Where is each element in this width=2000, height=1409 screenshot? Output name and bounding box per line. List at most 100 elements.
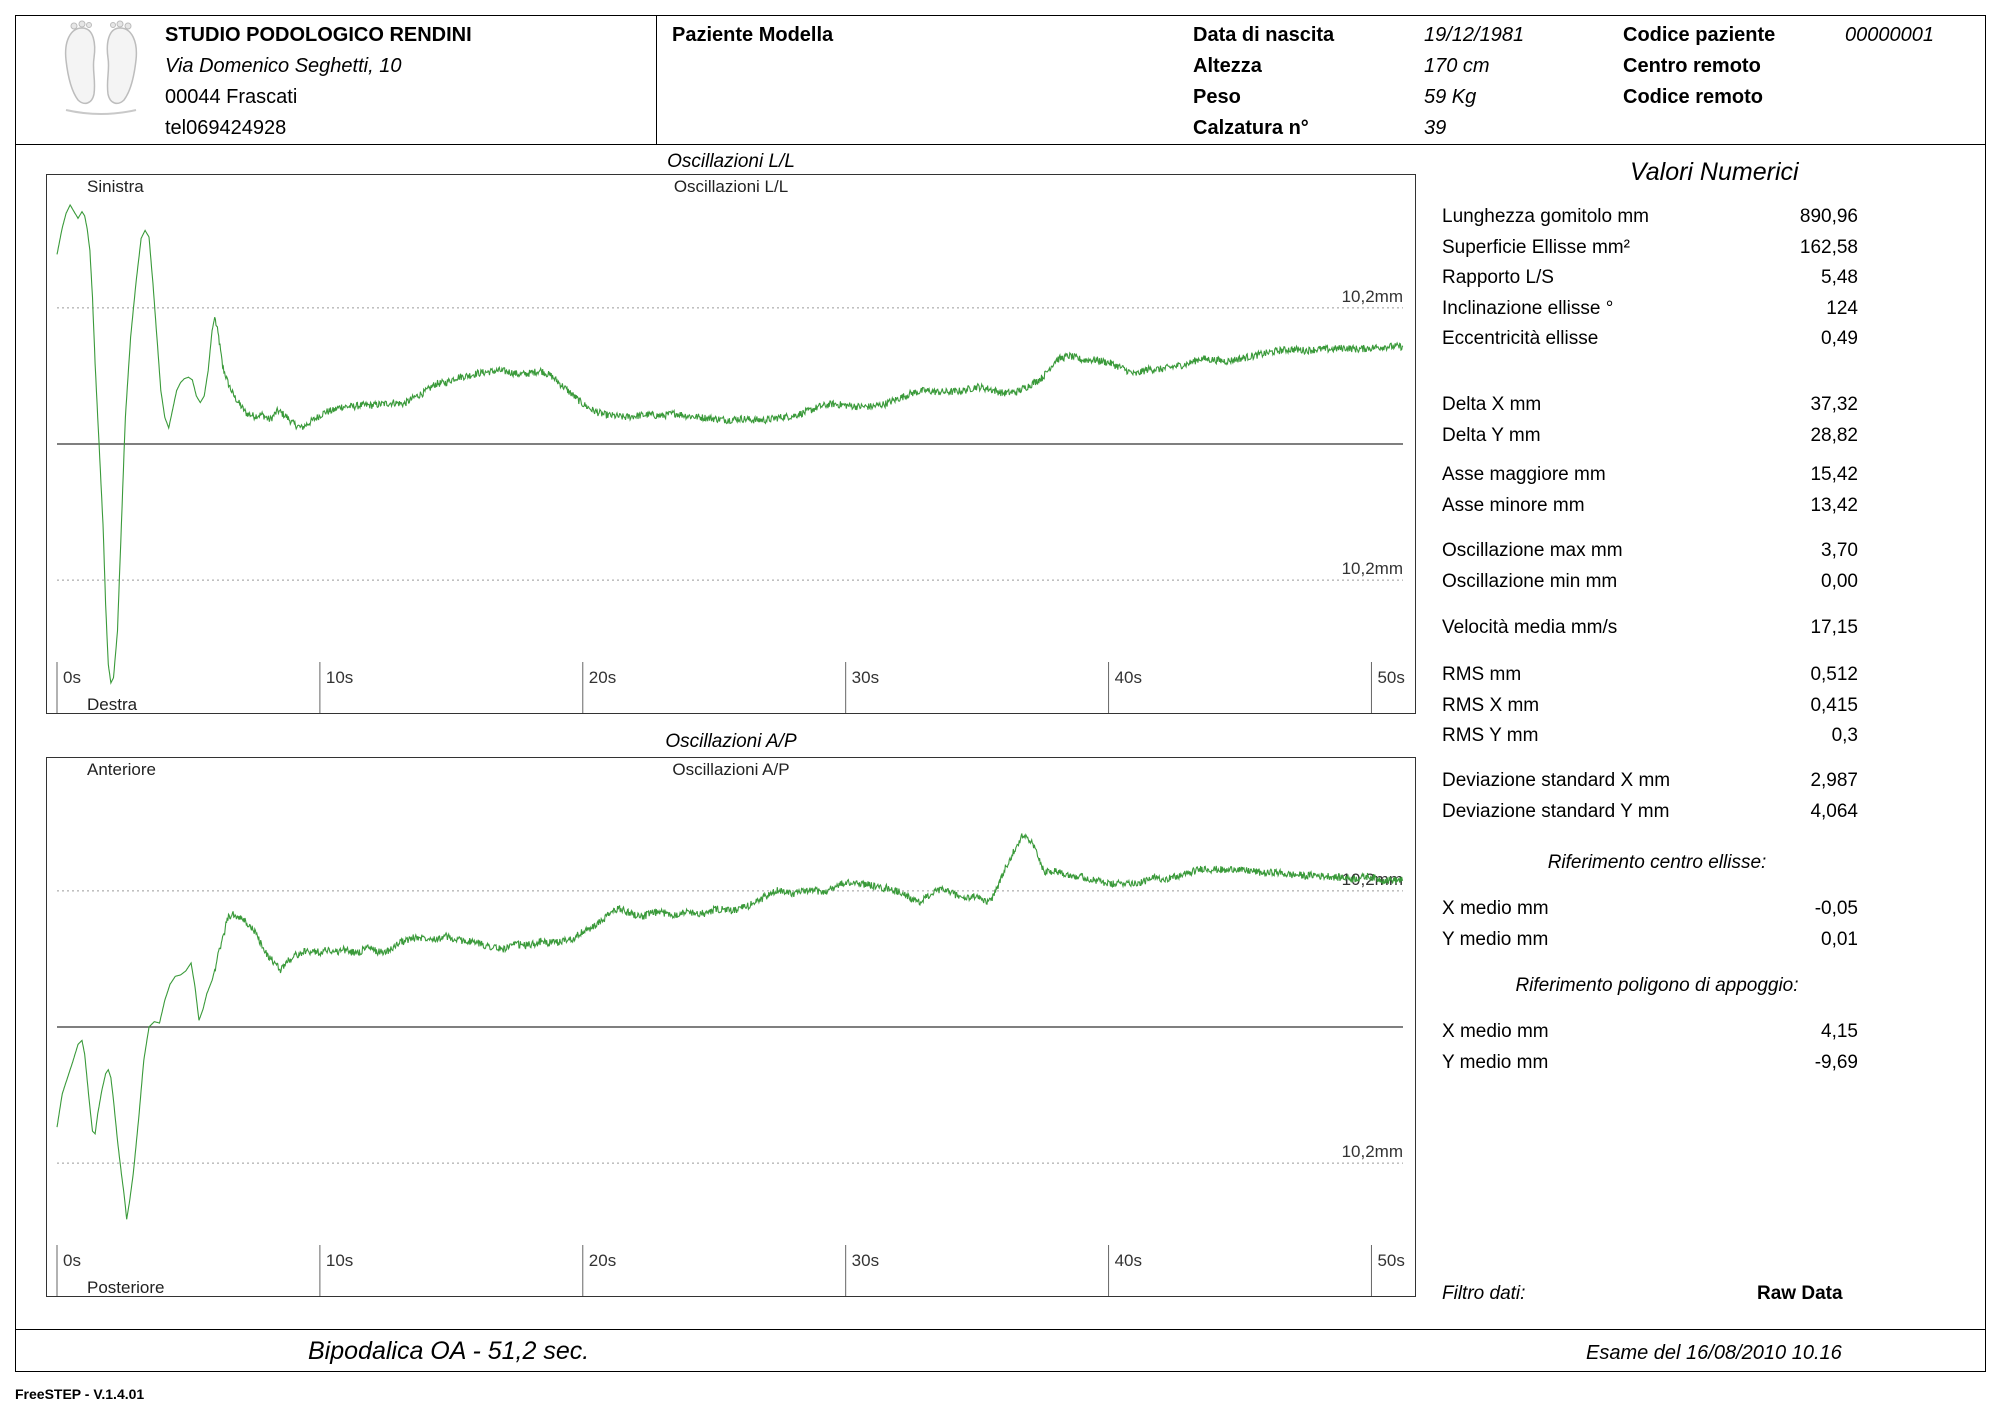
chart-ap-series-line (56, 833, 1404, 1220)
weight-label: Peso (1193, 86, 1241, 108)
studio-city: 00044 Frascati (165, 86, 298, 108)
birth-value: 19/12/1981 (1424, 24, 1525, 46)
chart-ap-x-tick-label: 30s (852, 1251, 879, 1270)
chart-ll-svg: 10,2mm 10,2mm 0s 10s 20s 30s 40s 50s Sinistra Des… (56, 177, 1405, 713)
stat-value: 0,00 (1821, 570, 1858, 592)
chart-ap-x-tick-label: 40s (1115, 1251, 1142, 1270)
patient-name: Paziente Modella (672, 24, 834, 46)
chart-ll-x-tick-label: 20s (589, 668, 616, 687)
chart-ap-title: Oscillazioni A/P (665, 731, 797, 752)
stat-label: RMS mm (1442, 664, 1522, 685)
stat-label: Delta X mm (1442, 394, 1542, 415)
stat-label: Deviazione standard X mm (1442, 770, 1671, 791)
remote-code-label: Codice remoto (1623, 86, 1764, 108)
stat-value: -9,69 (1814, 1051, 1858, 1073)
exam-type: Bipodalica OA - 51,2 sec. (308, 1337, 590, 1365)
chart-ap-x-tick-label: 50s (1377, 1251, 1404, 1270)
feet-logo-icon (64, 20, 138, 115)
stat-label: Oscillazione max mm (1442, 540, 1623, 561)
logo-feet (52, 20, 150, 116)
stat-value: 37,32 (1810, 394, 1858, 415)
stat-label: Lunghezza gomitolo mm (1442, 206, 1649, 227)
stat-label: Eccentricità ellisse (1442, 328, 1599, 350)
stat-label: Delta Y mm (1442, 424, 1541, 446)
studio-name: STUDIO PODOLOGICO RENDINI (165, 24, 472, 46)
chart-ap-x-tick-label: 0s (63, 1251, 81, 1270)
stat-value: 5,48 (1821, 267, 1858, 289)
chart-ll-x-tick-label: 40s (1115, 668, 1142, 687)
stat-value: 162,58 (1799, 236, 1858, 258)
stat-label: Y medio mm (1442, 1051, 1549, 1073)
stats-section-heading: Riferimento poligono di appoggio: (1515, 975, 1799, 996)
height-label: Altezza (1193, 55, 1262, 77)
stats-section-heading: Riferimento centro ellisse: (1547, 852, 1767, 873)
stat-label: RMS Y mm (1442, 725, 1539, 747)
stat-label: Superficie Ellisse mm² (1442, 236, 1630, 258)
chart-ap-bottom-label: Posteriore (87, 1278, 164, 1296)
chart-ll-inner-title: Oscillazioni L/L (674, 177, 788, 196)
stat-value: 3,70 (1821, 540, 1858, 561)
filter-label: Filtro dati: (1442, 1283, 1526, 1304)
chart-ll-bottom-label: Destra (87, 695, 138, 713)
chart-ap-x-tick-label: 10s (326, 1251, 353, 1270)
stat-label: X medio mm (1442, 1021, 1549, 1042)
chart-ll-x-tick-label: 50s (1377, 668, 1404, 687)
header-divider (656, 15, 657, 145)
stat-label: Velocità media mm/s (1442, 617, 1618, 638)
chart-ll-x-tick-label: 30s (852, 668, 879, 687)
stat-label: RMS X mm (1442, 694, 1540, 716)
stat-label: Y medio mm (1442, 928, 1549, 950)
version-label: FreeSTEP - V.1.4.01 (15, 1386, 145, 1402)
stat-value: -0,05 (1814, 898, 1858, 919)
chart-ap-top-label: Anteriore (87, 760, 156, 779)
stat-value: 0,49 (1821, 328, 1858, 350)
stat-label: Asse maggiore mm (1442, 464, 1606, 485)
chart-ll-ref-label: 10,2mm (1342, 559, 1403, 578)
chart-ll-series-line (56, 203, 1404, 685)
stat-value: 28,82 (1810, 424, 1858, 446)
stat-value: 0,01 (1821, 928, 1858, 950)
birth-label: Data di nascita (1193, 24, 1335, 46)
stat-value: 2,987 (1810, 770, 1858, 791)
stat-value: 17,15 (1810, 617, 1858, 638)
stat-value: 4,15 (1821, 1021, 1858, 1042)
stats-title: Valori Numerici (1630, 158, 1799, 186)
shoe-value: 39 (1424, 117, 1447, 139)
patient-code-value: 00000001 (1845, 24, 1934, 46)
stat-label: Deviazione standard Y mm (1442, 800, 1670, 822)
footer-frame (15, 1329, 1986, 1372)
chart-ll-ref-label: 10,2mm (1342, 287, 1403, 306)
chart-ap-x-tick-label: 20s (589, 1251, 616, 1270)
patient-code-label: Codice paziente (1623, 24, 1776, 46)
studio-address: Via Domenico Seghetti, 10 (165, 55, 402, 77)
chart-ll-title: Oscillazioni L/L (667, 151, 795, 172)
stat-value: 0,415 (1810, 694, 1858, 716)
chart-ll-x-tick-label: 0s (63, 668, 81, 687)
stat-value: 4,064 (1810, 800, 1858, 822)
stat-value: 15,42 (1810, 464, 1858, 485)
stat-value: 0,3 (1831, 725, 1858, 747)
stat-value: 124 (1826, 297, 1858, 319)
chart-ap-box: 10,2mm 10,2mm 0s 10s 20s 30s 40s 50s Anteriore Po… (46, 757, 1416, 1297)
stat-label: Inclinazione ellisse ° (1442, 297, 1614, 319)
stat-value: 890,96 (1799, 206, 1858, 227)
chart-ll-top-label: Sinistra (87, 177, 144, 196)
chart-ap-inner-title: Oscillazioni A/P (672, 760, 789, 779)
stat-label: X medio mm (1442, 898, 1549, 919)
studio-phone: tel069424928 (165, 117, 287, 139)
height-value: 170 cm (1424, 55, 1490, 77)
weight-value: 59 Kg (1424, 86, 1477, 108)
filter-value: Raw Data (1757, 1283, 1843, 1304)
chart-ll-box: 10,2mm 10,2mm 0s 10s 20s 30s 40s 50s Sinistra Des… (46, 174, 1416, 714)
chart-ap-ref-label: 10,2mm (1342, 1142, 1403, 1161)
stat-value: 13,42 (1810, 494, 1858, 516)
chart-ll-x-tick-label: 10s (326, 668, 353, 687)
stat-label: Rapporto L/S (1442, 267, 1554, 289)
stat-label: Asse minore mm (1442, 494, 1585, 516)
exam-date: Esame del 16/08/2010 10.16 (1586, 1342, 1842, 1364)
shoe-label: Calzatura n° (1193, 117, 1309, 139)
stat-value: 0,512 (1810, 664, 1858, 685)
remote-center-label: Centro remoto (1623, 55, 1761, 77)
stat-label: Oscillazione min mm (1442, 570, 1618, 592)
